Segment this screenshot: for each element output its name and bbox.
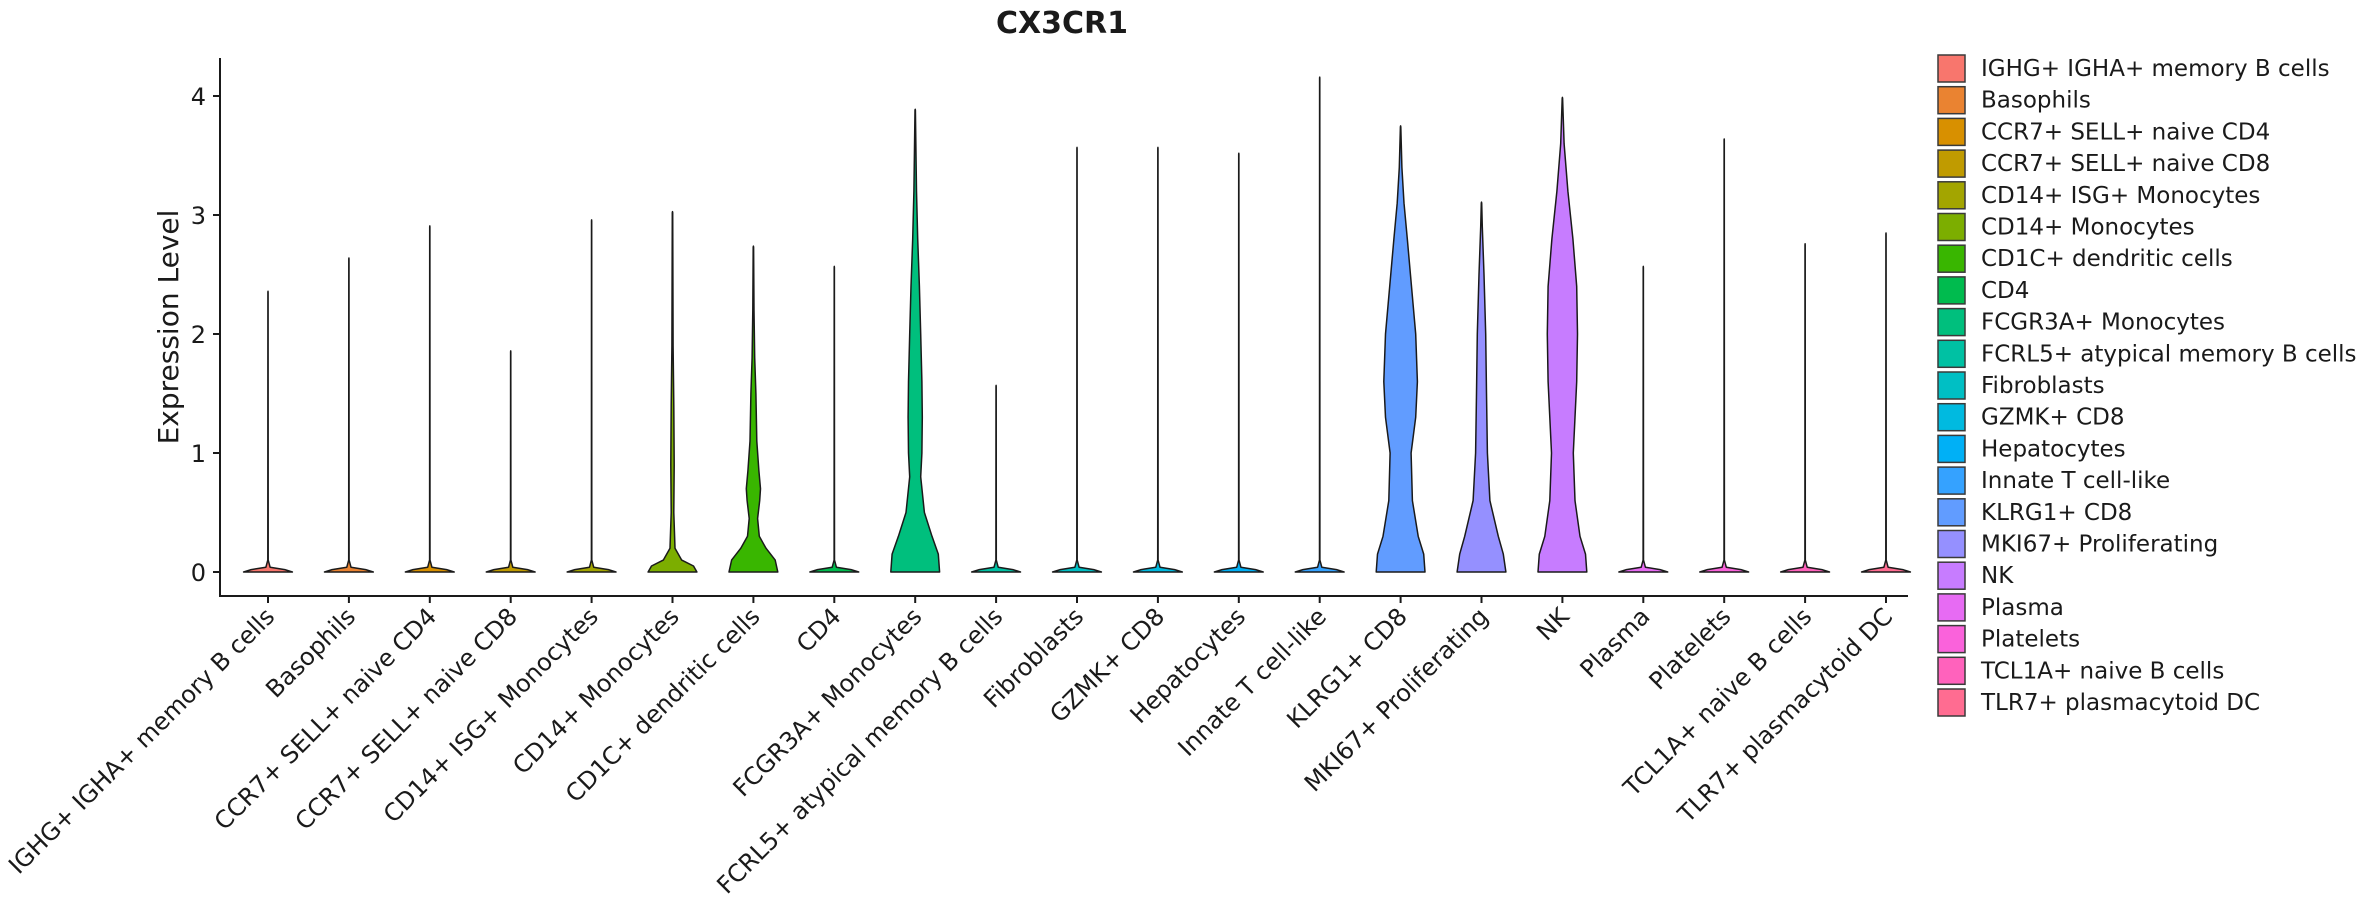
- violin-nk: [1537, 96, 1588, 573]
- violin-cd1c-dendritic-cells: [728, 245, 779, 573]
- violin-mki67-proliferating: [1456, 201, 1507, 573]
- legend-swatch: [1937, 339, 1966, 369]
- legend-swatch: [1937, 593, 1966, 622]
- legend-label: NK: [1981, 563, 2014, 589]
- x-tick-label: Innate T cell-like: [1173, 602, 1332, 761]
- legend-swatch: [1937, 212, 1966, 242]
- legend-swatch: [1937, 54, 1966, 83]
- y-tick-label: 3: [191, 202, 206, 230]
- x-tick-label: CD4: [791, 602, 847, 658]
- legend-swatch: [1937, 371, 1966, 400]
- violin-ccr7-sell-naive-cd8: [485, 350, 536, 573]
- violin-tcl1a-naive-b-cells: [1779, 243, 1831, 573]
- y-tick-label: 1: [191, 440, 206, 468]
- y-tick-label: 4: [191, 83, 206, 111]
- violin-tlr7-plasmacytoid-dc: [1860, 232, 1912, 573]
- legend-swatch: [1937, 434, 1966, 464]
- legend-swatch: [1937, 656, 1966, 686]
- legend-label: CCR7+ SELL+ naive CD8: [1981, 151, 2270, 177]
- violin-hepatocytes: [1213, 152, 1264, 573]
- legend-swatch: [1937, 529, 1966, 559]
- violin-platelets: [1699, 138, 1750, 573]
- legend-label: Platelets: [1981, 627, 2080, 653]
- legend-label: CD4: [1981, 278, 2029, 304]
- legend-swatch: [1937, 181, 1966, 210]
- legend-swatch: [1937, 85, 1966, 115]
- violin-cd14-isg-monocytes: [566, 219, 617, 573]
- legend-swatch: [1937, 149, 1966, 178]
- legend-label: Innate T cell-like: [1981, 468, 2170, 494]
- legend-swatch: [1937, 688, 1966, 717]
- violin-fcgr3a-monocytes: [890, 108, 941, 573]
- x-ticks: IGHG+ IGHA+ memory B cellsBasophilsCCR7+…: [3, 596, 1898, 899]
- violin-basophils: [323, 257, 375, 573]
- legend-label: IGHG+ IGHA+ memory B cells: [1981, 56, 2330, 82]
- legend-label: Basophils: [1981, 88, 2091, 114]
- violins: [242, 76, 1912, 573]
- x-tick-label: FCRL5+ atypical memory B cells: [711, 602, 1008, 899]
- legend-label: CD14+ Monocytes: [1981, 215, 2195, 241]
- legend-label: CCR7+ SELL+ naive CD4: [1981, 119, 2270, 145]
- legend-label: Plasma: [1981, 595, 2064, 621]
- legend-swatch: [1937, 117, 1966, 147]
- legend-swatch: [1937, 402, 1966, 432]
- violin-ighg-igha-memory-b-cells: [242, 290, 294, 573]
- x-tick-label: Plasma: [1575, 602, 1656, 683]
- violin-gzmk-cd8: [1132, 146, 1184, 573]
- legend-label: TCL1A+ naive B cells: [1980, 658, 2224, 684]
- legend-swatch: [1937, 244, 1966, 273]
- y-tick-label: 2: [191, 321, 206, 349]
- chart-title: CX3CR1: [996, 6, 1128, 41]
- legend-swatch: [1937, 466, 1966, 495]
- violin-fibroblasts: [1051, 146, 1103, 573]
- legend-label: FCRL5+ atypical memory B cells: [1981, 341, 2357, 367]
- legend-label: CD14+ ISG+ Monocytes: [1981, 183, 2260, 209]
- legend-swatch: [1937, 307, 1966, 337]
- violin-plasma: [1618, 265, 1669, 573]
- violin-klrg1-cd8: [1375, 125, 1426, 573]
- y-axis-label: Expression Level: [152, 210, 185, 445]
- violin-fcrl5-atypical-memory-b-cells: [970, 384, 1022, 573]
- legend-swatch: [1937, 561, 1966, 590]
- legend: IGHG+ IGHA+ memory B cells Basophils CCR7+…: [1937, 54, 2357, 717]
- legend-label: MKI67+ Proliferating: [1981, 532, 2218, 558]
- violin-cd14-monocytes: [647, 210, 698, 573]
- x-tick-label: NK: [1531, 602, 1576, 647]
- violin-cd4: [809, 265, 860, 573]
- violin-ccr7-sell-naive-cd4: [404, 225, 455, 573]
- legend-label: KLRG1+ CD8: [1981, 500, 2132, 526]
- legend-swatch: [1937, 276, 1966, 305]
- legend-label: CD1C+ dendritic cells: [1981, 246, 2233, 272]
- x-tick-label: IGHG+ IGHA+ memory B cells: [3, 602, 280, 879]
- y-ticks: 0 1 2 3 4: [191, 83, 220, 587]
- violin-innate-t-cell-like: [1294, 76, 1345, 573]
- legend-label: GZMK+ CD8: [1981, 405, 2125, 431]
- legend-swatch: [1937, 624, 1966, 654]
- y-tick-label: 0: [191, 559, 206, 587]
- legend-label: FCGR3A+ Monocytes: [1981, 310, 2225, 336]
- legend-label: Fibroblasts: [1981, 373, 2105, 399]
- legend-label: TLR7+ plasmacytoid DC: [1980, 690, 2260, 716]
- legend-swatch: [1937, 498, 1966, 527]
- legend-label: Hepatocytes: [1981, 436, 2126, 462]
